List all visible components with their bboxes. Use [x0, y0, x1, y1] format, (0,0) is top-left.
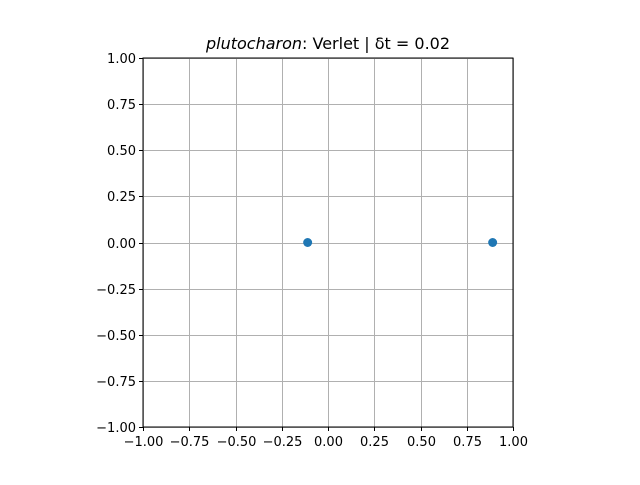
data-point [303, 238, 313, 247]
y-tick-label: −0.25 [96, 283, 136, 298]
y-tick-label: 0.00 [107, 237, 136, 252]
y-tick-label: −0.50 [96, 329, 136, 344]
chart-title: plutocharon: Verlet | δt = 0.02 [205, 34, 450, 53]
y-tick-label: 0.50 [107, 144, 136, 159]
chart-title-rest: : Verlet | δt = 0.02 [302, 34, 450, 53]
chart-title-italic: plutocharon [205, 34, 302, 53]
y-tick-label: 1.00 [107, 52, 136, 67]
tick-marks [139, 58, 514, 431]
y-tick-label: −0.75 [96, 375, 136, 390]
y-tick-label: 0.25 [107, 190, 136, 205]
x-tick-label: −0.25 [263, 435, 303, 450]
x-tick-label: 0.25 [360, 435, 389, 450]
x-tick-label: −0.75 [170, 435, 210, 450]
y-tick-label: 0.75 [107, 98, 136, 113]
data-point [488, 238, 498, 247]
data-points [303, 238, 498, 247]
x-tick-label: 0.75 [453, 435, 482, 450]
x-tick-label: 0.00 [314, 435, 343, 450]
x-tick-label: −0.50 [217, 435, 257, 450]
x-tick-label: 1.00 [499, 435, 528, 450]
x-tick-label: 0.50 [407, 435, 436, 450]
y-tick-label: −1.00 [96, 421, 136, 436]
y-tick-labels: −1.00 −0.75 −0.50 −0.25 0.00 0.25 0.50 0.75 1.00 [96, 52, 136, 436]
x-tick-labels: −1.00 −0.75 −0.50 −0.25 0.00 0.25 0.50 0.75 1.00 [124, 435, 528, 450]
x-tick-label: −1.00 [124, 435, 164, 450]
